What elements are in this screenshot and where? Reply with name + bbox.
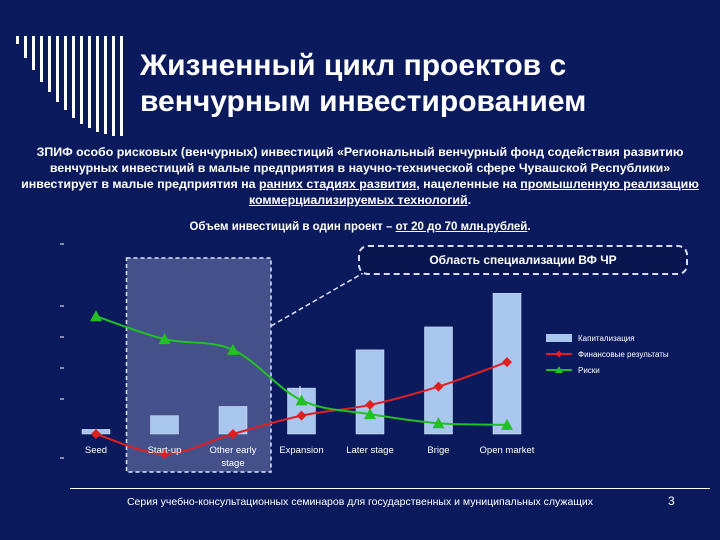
specialization-callout: Область специализации ВФ ЧР (358, 245, 688, 275)
risk-point-3 (227, 343, 239, 355)
risk-point-1 (90, 310, 102, 322)
title-line-1: Жизненный цикл проектов с (140, 49, 567, 82)
risk-point-6 (432, 417, 445, 429)
legend-marker-3 (555, 366, 563, 373)
category-label-6: Brige (427, 445, 449, 456)
category-label-5: Later stage (346, 445, 394, 456)
description-part-3: . (467, 193, 472, 207)
risk-point-4 (295, 394, 308, 406)
category-label-3-line-2: stage (221, 458, 244, 469)
legend-label-2: Финансовые результаты (578, 350, 669, 359)
legend-label-1: Капитализация (578, 334, 635, 343)
finance-point-1 (91, 429, 101, 439)
volume-suffix: . (527, 221, 531, 233)
finance-point-2 (159, 448, 170, 459)
description-underline-2: промышленную реализацию коммерциализируе… (248, 177, 699, 207)
risk-point-2 (158, 333, 171, 345)
footer-text: Серия учебно-консультационных семинаров … (126, 496, 594, 508)
footer-divider (70, 488, 710, 489)
early-stage-highlight (125, 257, 272, 473)
risk-point-5 (364, 408, 376, 420)
legend-swatch-1 (546, 334, 572, 342)
investment-volume: Объем инвестиций в один проект – от 20 д… (100, 221, 620, 233)
finance-point-5 (365, 399, 375, 410)
category-label-7: Open market (480, 445, 535, 456)
decorative-bars (16, 36, 123, 136)
description-part-1: ЗПИФ особо рисковых (венчурных) инвестиц… (21, 145, 684, 191)
category-label-3-line-1: Other early (210, 445, 257, 456)
volume-prefix: Объем инвестиций в один проект – (189, 221, 396, 233)
finance-point-3 (228, 429, 238, 439)
finance-point-7 (502, 357, 512, 368)
volume-highlight: от 20 до 70 млн.рублей (395, 221, 528, 233)
bar-5 (355, 349, 385, 435)
legend-marker-2 (555, 350, 563, 358)
callout-connector-1 (270, 271, 366, 327)
bar-6 (424, 326, 453, 435)
description-part-2: , нацеленные на (416, 177, 521, 191)
description-paragraph: ЗПИФ особо рисковых (венчурных) инвестиц… (18, 144, 702, 208)
category-label-1: Seed (85, 445, 107, 456)
description-underline-1: ранних стадиях развития (259, 177, 417, 191)
page-number: 3 (668, 494, 675, 508)
finance-point-4 (296, 410, 307, 421)
legend-label-3: Риски (578, 366, 600, 375)
bar-2 (150, 415, 179, 435)
title-line-2: венчурным инвестированием (140, 85, 587, 118)
category-label-2: Start-up (148, 445, 182, 456)
risk-point-7 (501, 418, 513, 430)
page-title: Жизненный цикл проектов с венчурным инве… (140, 48, 700, 120)
category-label-4: Expansion (279, 445, 323, 456)
finance-point-6 (433, 381, 444, 392)
